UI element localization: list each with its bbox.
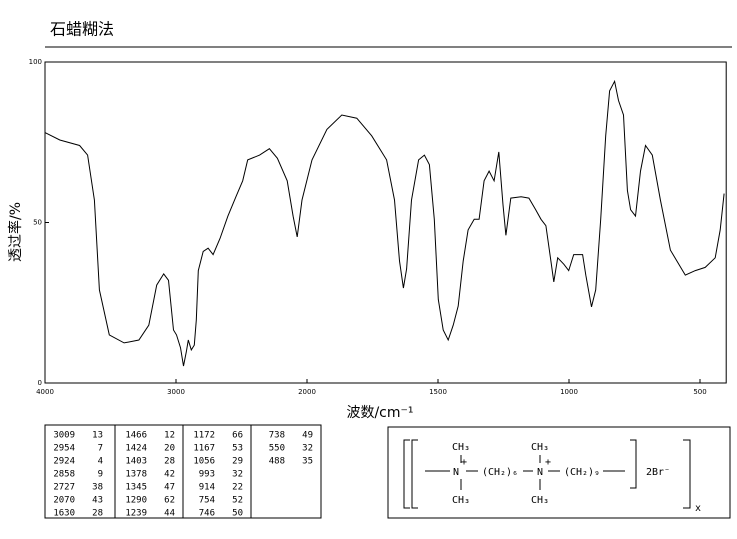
structure-text: CH₃	[531, 495, 549, 506]
plot-frame	[44, 61, 727, 384]
peak-wavenumber: 3009	[53, 431, 75, 441]
peak-intensity: 47	[164, 483, 175, 493]
peak-intensity: 62	[164, 496, 175, 506]
peak-intensity: 20	[164, 444, 175, 454]
structure-text: +	[461, 457, 467, 468]
peak-intensity: 53	[232, 444, 243, 454]
peak-wavenumber: 1290	[125, 496, 147, 506]
peak-intensity: 28	[164, 457, 175, 467]
peak-wavenumber: 1378	[125, 470, 147, 480]
peak-intensity: 35	[302, 457, 313, 467]
peak-wavenumber: 754	[199, 496, 215, 506]
x-tick-label: 3000	[167, 388, 185, 396]
x-tick-label: 500	[693, 388, 706, 396]
peak-wavenumber: 1630	[53, 509, 75, 519]
peak-intensity: 13	[92, 431, 103, 441]
structure-text: N	[453, 467, 459, 478]
y-tick-label: 100	[29, 58, 42, 66]
structure-text: N	[537, 467, 543, 478]
peak-intensity: 7	[98, 444, 103, 454]
peak-wavenumber: 2954	[53, 444, 75, 454]
structure-text: +	[545, 457, 551, 468]
x-tick-label: 1000	[560, 388, 578, 396]
structure-text: CH₃	[452, 442, 470, 453]
peak-intensity: 29	[232, 457, 243, 467]
peak-wavenumber: 1345	[125, 483, 147, 493]
x-tick-label: 2000	[298, 388, 316, 396]
bracket-right	[630, 439, 691, 509]
structure-text: CH₃	[452, 495, 470, 506]
peak-intensity: 52	[232, 496, 243, 506]
peak-intensity: 50	[232, 509, 243, 519]
peak-wavenumber: 738	[269, 431, 285, 441]
peak-wavenumber: 914	[199, 483, 215, 493]
peak-intensity: 22	[232, 483, 243, 493]
peak-intensity: 44	[164, 509, 175, 519]
structure	[387, 426, 731, 519]
peak-wavenumber: 2858	[53, 470, 75, 480]
peak-intensity: 9	[98, 470, 103, 480]
bonds	[425, 455, 625, 490]
spectrum-line	[44, 79, 725, 367]
peak-intensity: 32	[302, 444, 313, 454]
peak-wavenumber: 2727	[53, 483, 75, 493]
peak-intensity: 49	[302, 431, 313, 441]
x-tick-label: 4000	[36, 388, 54, 396]
peak-wavenumber: 1424	[125, 444, 147, 454]
peak-wavenumber: 488	[269, 457, 285, 467]
x-axis-label: 波数/cm⁻¹	[346, 405, 413, 421]
structure-text: x	[695, 503, 701, 514]
y-axis-label: 透过率/%	[7, 202, 24, 262]
peak-wavenumber: 1466	[125, 431, 147, 441]
peak-intensity: 12	[164, 431, 175, 441]
peak-wavenumber: 1239	[125, 509, 147, 519]
peak-wavenumber: 2924	[53, 457, 75, 467]
bracket-left	[403, 439, 418, 509]
peak-intensity: 32	[232, 470, 243, 480]
y-tick-label: 50	[33, 219, 42, 227]
peak-wavenumber: 993	[199, 470, 215, 480]
peak-wavenumber: 746	[199, 509, 215, 519]
structure-text: (CH₂)₆	[482, 467, 518, 478]
peak-intensity: 42	[164, 470, 175, 480]
x-tick-label: 1500	[429, 388, 447, 396]
peak-wavenumber: 2070	[53, 496, 75, 506]
peak-wavenumber: 1403	[125, 457, 147, 467]
peak-intensity: 4	[98, 457, 103, 467]
peak-intensity: 66	[232, 431, 243, 441]
chart-title: 石蜡糊法	[50, 20, 114, 39]
peak-wavenumber: 550	[269, 444, 285, 454]
structure-border	[387, 426, 731, 519]
structure-text: CH₃	[531, 442, 549, 453]
peak-intensity: 28	[92, 509, 103, 519]
y-tick-label: 0	[38, 379, 42, 387]
structure-text: 2Br⁻	[646, 467, 670, 478]
structure-text: (CH₂)₉	[564, 467, 600, 478]
peak-intensity: 38	[92, 483, 103, 493]
peak-table	[44, 424, 322, 519]
peak-intensity: 43	[92, 496, 103, 506]
peak-wavenumber: 1056	[193, 457, 215, 467]
peak-wavenumber: 1167	[193, 444, 215, 454]
peak-wavenumber: 1172	[193, 431, 215, 441]
